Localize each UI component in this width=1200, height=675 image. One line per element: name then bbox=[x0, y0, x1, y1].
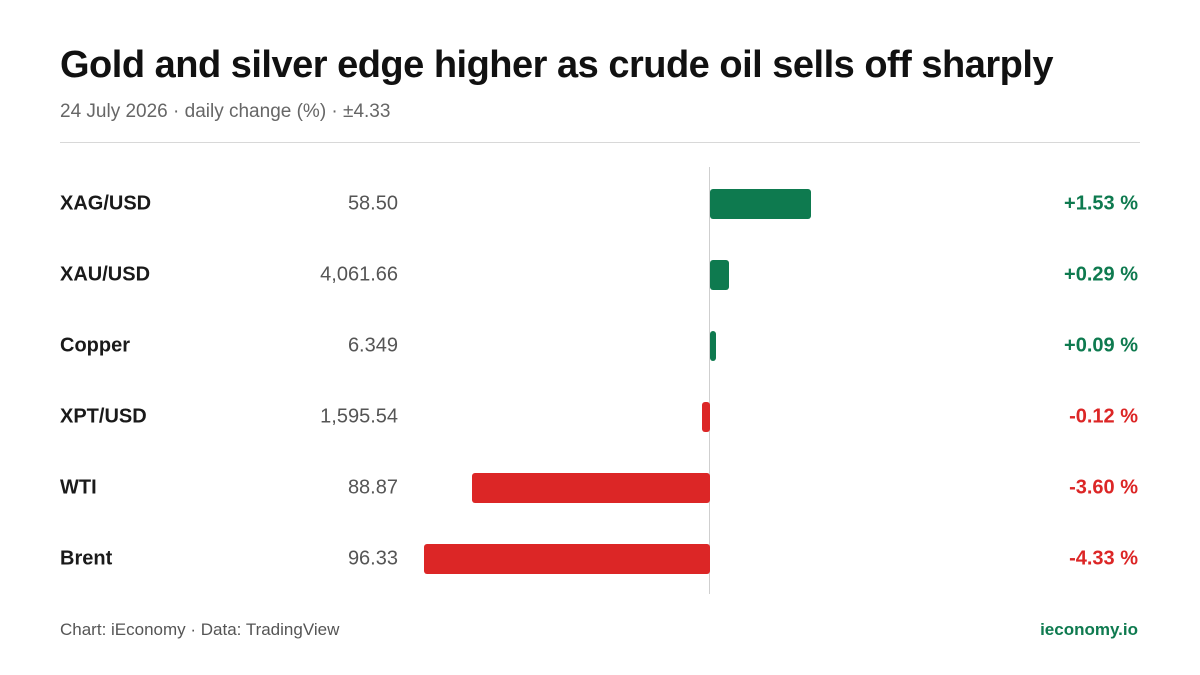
zero-axis-line bbox=[709, 167, 710, 594]
brand-link[interactable]: ieconomy.io bbox=[1040, 620, 1138, 639]
bar-brent bbox=[424, 544, 710, 574]
bar-xau-usd bbox=[710, 260, 730, 290]
change-label-brent: -4.33 % bbox=[1069, 547, 1138, 570]
category-label-xau-usd: XAU/USD bbox=[60, 263, 151, 286]
bar-xpt-usd bbox=[702, 402, 710, 432]
price-label-copper: 6.349 bbox=[347, 334, 398, 357]
header-divider bbox=[60, 142, 1140, 143]
price-label-brent: 96.33 bbox=[347, 547, 398, 570]
change-label-xag-usd: +1.53 % bbox=[1064, 192, 1138, 215]
chart-subtitle: 24 July 2026 · daily change (%) · ±4.33 bbox=[60, 101, 391, 122]
change-label-copper: +0.09 % bbox=[1064, 334, 1138, 357]
change-label-xau-usd: +0.29 % bbox=[1064, 263, 1138, 286]
bar-wti bbox=[472, 473, 710, 503]
price-label-xag-usd: 58.50 bbox=[347, 192, 398, 215]
category-label-brent: Brent bbox=[60, 547, 113, 570]
bar-copper bbox=[710, 331, 716, 361]
source-credit: Chart: iEconomy · Data: TradingView bbox=[60, 620, 340, 639]
price-label-wti: 88.87 bbox=[347, 476, 398, 499]
bar-xag-usd bbox=[710, 189, 812, 219]
chart-title: Gold and silver edge higher as crude oil… bbox=[60, 44, 1054, 86]
change-label-wti: -3.60 % bbox=[1069, 476, 1138, 499]
category-label-copper: Copper bbox=[60, 334, 130, 357]
category-label-xag-usd: XAG/USD bbox=[60, 192, 152, 215]
change-label-xpt-usd: -0.12 % bbox=[1069, 405, 1138, 428]
category-label-xpt-usd: XPT/USD bbox=[60, 405, 147, 428]
category-label-wti: WTI bbox=[60, 476, 97, 499]
price-label-xpt-usd: 1,595.54 bbox=[320, 405, 398, 428]
price-label-xau-usd: 4,061.66 bbox=[320, 263, 398, 286]
